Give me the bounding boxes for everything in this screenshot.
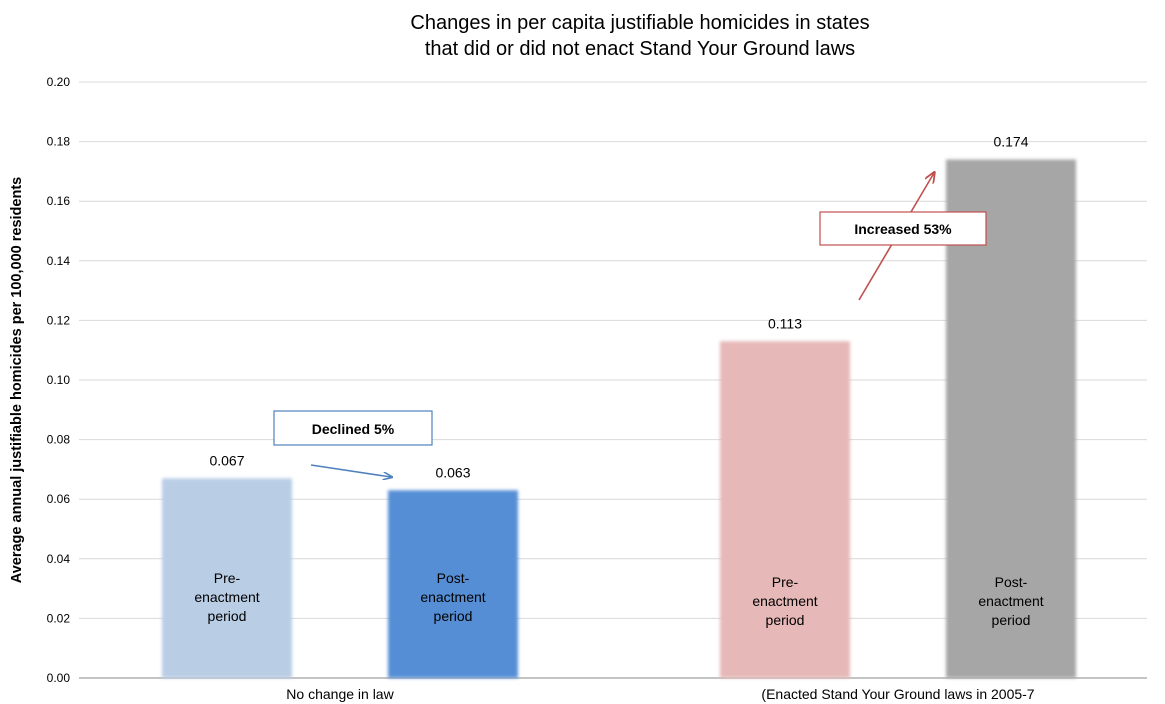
x-axis-categories: No change in law (Enacted Stand Your Grou…: [286, 686, 1035, 702]
declined-label: Declined 5%: [312, 421, 395, 437]
bar-rect: [162, 478, 292, 678]
annotation-increased: Increased 53%: [819, 173, 987, 301]
bar-0-pre: 0.067 Pre-enactment period: [162, 452, 292, 678]
bar-period-label: Post-: [437, 570, 470, 586]
bar-value-label: 0.067: [209, 452, 244, 468]
bar-period-label: period: [766, 612, 805, 628]
bar-value-label: 0.063: [435, 464, 470, 480]
bar-rect: [946, 159, 1076, 679]
bar-value-label: 0.174: [993, 133, 1028, 149]
bar-period-label: enactment: [194, 589, 259, 605]
y-tick-label: 0.06: [47, 492, 71, 506]
bar-0-post: 0.063 Post-enactment period: [388, 464, 518, 678]
y-tick-label: 0.14: [47, 254, 71, 268]
bar-1-post: 0.174 Post-enactment period: [946, 133, 1076, 679]
y-tick-label: 0.00: [47, 671, 71, 685]
bar-period-label: period: [434, 608, 473, 624]
y-tick-label: 0.02: [47, 611, 71, 625]
chart-title-line-2: that did or did not enact Stand Your Gro…: [425, 38, 855, 60]
bar-1-pre: 0.113 Pre-enactment period: [720, 315, 850, 678]
declined-box: [273, 410, 433, 446]
y-tick-label: 0.10: [47, 373, 71, 387]
bar-period-label: enactment: [420, 589, 485, 605]
bar-period-label: Pre-: [772, 574, 799, 590]
bar-period-label: Post-: [995, 574, 1028, 590]
bar-rect: [720, 341, 850, 678]
bars: 0.067 Pre-enactment period 0.063 Post-enactm…: [162, 133, 1076, 679]
bar-value-label: 0.113: [768, 315, 802, 331]
bar-rect: [388, 490, 518, 678]
increased-label: Increased 53%: [854, 221, 952, 237]
bar-period-label: period: [208, 608, 247, 624]
y-axis-ticks: 0.00 0.02 0.04 0.06 0.08 0.10 0.12 0.14 0.16 0.18…: [47, 75, 71, 685]
bar-period-label: period: [992, 612, 1031, 628]
declined-arrow: [310, 464, 391, 477]
bar-period-label: enactment: [752, 593, 817, 609]
increased-box: [819, 211, 987, 246]
y-tick-label: 0.18: [47, 135, 71, 149]
bar-period-label: enactment: [978, 593, 1043, 609]
bar-period-label: Pre-: [214, 570, 241, 586]
annotation-declined: Declined 5%: [273, 410, 433, 477]
y-tick-label: 0.12: [47, 313, 71, 327]
x-category-label: No change in law: [286, 686, 394, 702]
x-category-label: (Enacted Stand Your Ground laws in 2005-…: [761, 686, 1034, 702]
y-tick-label: 0.04: [47, 552, 71, 566]
y-tick-label: 0.16: [47, 194, 71, 208]
y-tick-label: 0.08: [47, 433, 71, 447]
chart-title-line-1: Changes in per capita justifiable homici…: [410, 12, 869, 34]
y-axis-label: Average annual justifiable homicides per…: [9, 177, 25, 583]
y-tick-label: 0.20: [47, 75, 71, 89]
